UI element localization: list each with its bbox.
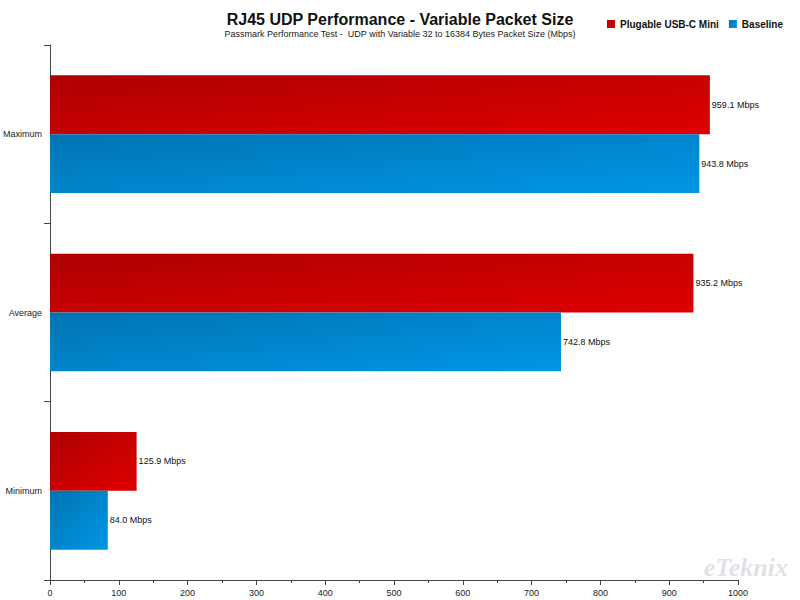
svg-text:200: 200 [180, 588, 195, 598]
svg-text:Baseline: Baseline [742, 19, 784, 30]
svg-text:Average: Average [9, 308, 42, 318]
svg-text:943.8 Mbps: 943.8 Mbps [701, 159, 749, 169]
svg-text:100: 100 [111, 588, 126, 598]
svg-text:500: 500 [386, 588, 401, 598]
svg-text:742.8 Mbps: 742.8 Mbps [563, 337, 611, 347]
svg-text:84.0 Mbps: 84.0 Mbps [110, 515, 153, 525]
svg-text:700: 700 [524, 588, 539, 598]
svg-text:800: 800 [593, 588, 608, 598]
svg-text:Plugable USB-C Mini: Plugable USB-C Mini [620, 19, 719, 30]
svg-text:959.1 Mbps: 959.1 Mbps [712, 100, 760, 110]
svg-text:935.2 Mbps: 935.2 Mbps [695, 278, 743, 288]
svg-text:300: 300 [249, 588, 264, 598]
svg-text:400: 400 [318, 588, 333, 598]
svg-text:0: 0 [47, 588, 52, 598]
svg-text:900: 900 [662, 588, 677, 598]
svg-text:RJ45 UDP Performance - Variabl: RJ45 UDP Performance - Variable Packet S… [227, 11, 574, 28]
svg-text:1000: 1000 [728, 588, 748, 598]
svg-text:eTeknix: eTeknix [704, 553, 788, 582]
svg-text:Passmark Performance Test - U: Passmark Performance Test - UDP with Var… [224, 29, 575, 39]
svg-text:600: 600 [455, 588, 470, 598]
svg-text:Maximum: Maximum [3, 129, 42, 139]
svg-text:125.9 Mbps: 125.9 Mbps [139, 456, 187, 466]
svg-text:Minimum: Minimum [5, 486, 42, 496]
